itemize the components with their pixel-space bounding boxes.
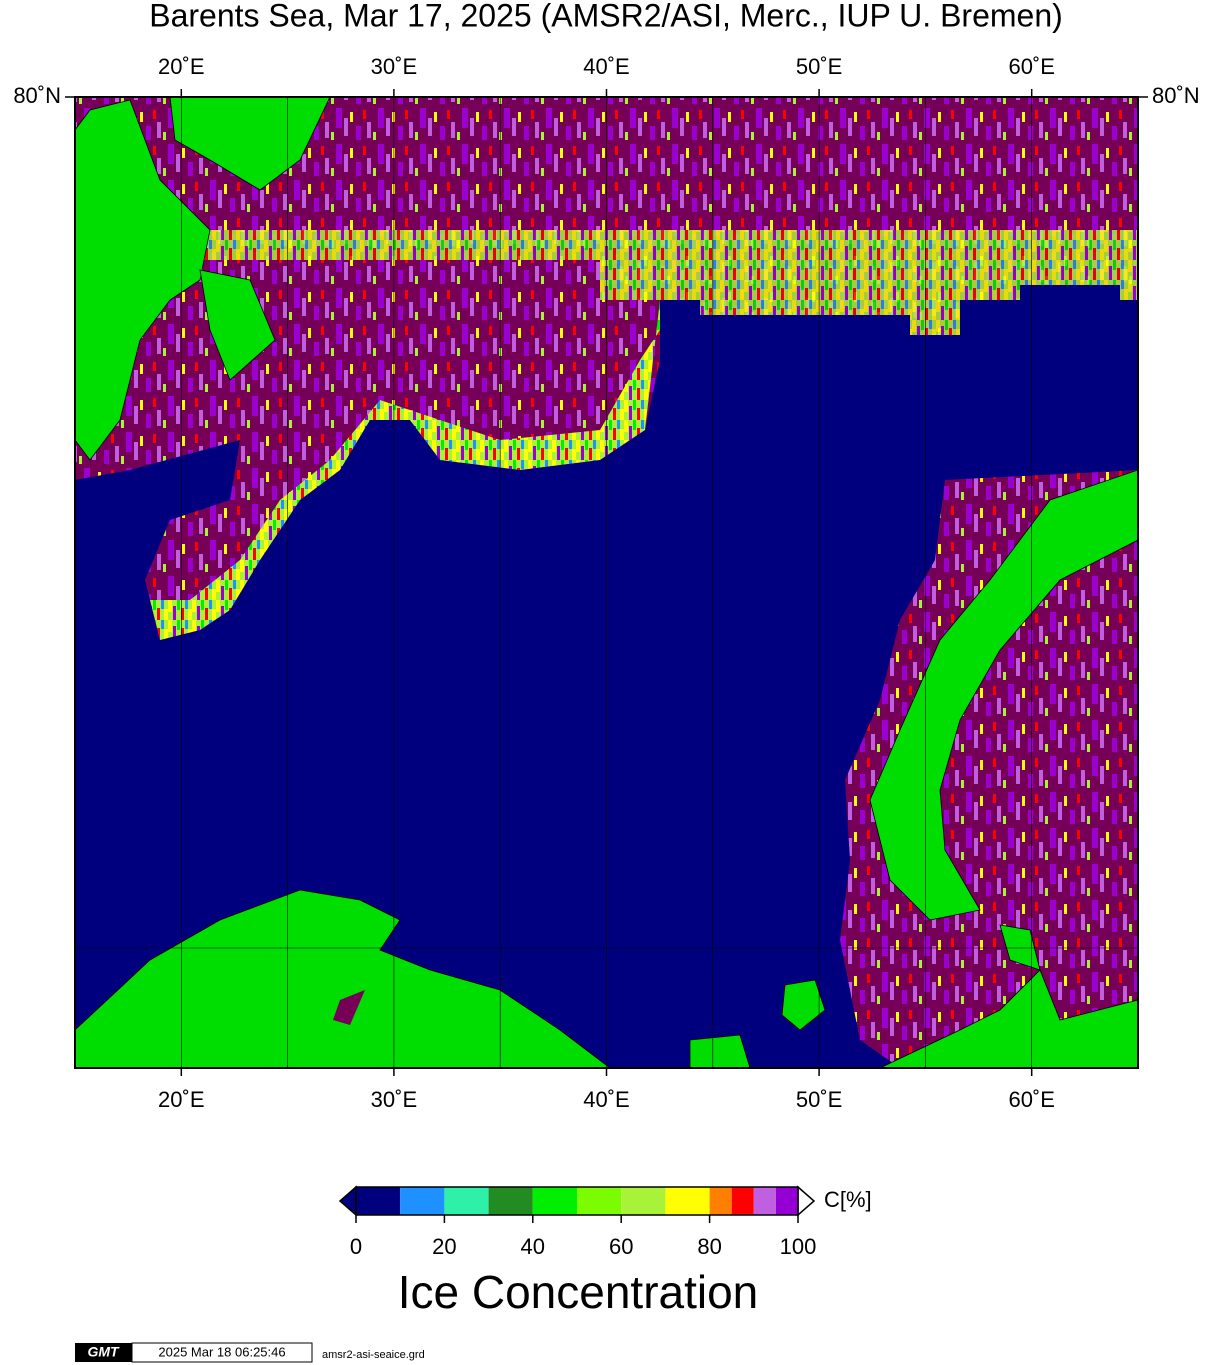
colorbar-tick-label: 0 <box>350 1234 362 1259</box>
sea-ice <box>840 470 1138 1068</box>
x-tick-label: 20˚E <box>158 1087 204 1112</box>
x-tick-label: 40˚E <box>583 54 629 79</box>
logo-box <box>75 1343 132 1362</box>
colorbar-over <box>797 1185 816 1217</box>
y-tick-label: 80˚N <box>1152 83 1200 108</box>
land <box>879 969 1138 1068</box>
x-tick-label: 60˚E <box>1008 54 1054 79</box>
colorbar-tick-label: 60 <box>609 1234 633 1259</box>
colorbar-tick-label: 80 <box>697 1234 721 1259</box>
x-tick-label: 60˚E <box>1008 1087 1054 1112</box>
land <box>75 889 611 1068</box>
timestamp-box <box>131 1342 313 1363</box>
land <box>199 269 276 381</box>
colorbar-tick-label: 100 <box>780 1234 817 1259</box>
colorbar-bin <box>731 1187 754 1215</box>
map <box>75 97 1138 1068</box>
land <box>999 924 1041 971</box>
colorbar-bin <box>577 1187 622 1215</box>
colorbar-title: Ice Concentration <box>398 1266 759 1318</box>
colorbar-tick-label: 40 <box>521 1234 545 1259</box>
x-tick-label: 30˚E <box>371 1087 417 1112</box>
land <box>689 1034 751 1068</box>
x-tick-label: 50˚E <box>796 54 842 79</box>
land <box>781 979 826 1031</box>
ice-edge <box>150 300 660 640</box>
colorbar-bin <box>400 1187 445 1215</box>
x-tick-label: 50˚E <box>796 1087 842 1112</box>
colorbar-bin <box>709 1187 732 1215</box>
colorbar-frame <box>355 1186 799 1216</box>
title: Barents Sea, Mar 17, 2025 (AMSR2/ASI, Me… <box>149 0 1063 33</box>
colorbar-bin <box>621 1187 666 1215</box>
timestamp: 2025 Mar 18 06:25:46 <box>158 1344 285 1359</box>
colorbar-bin <box>356 1187 401 1215</box>
colorbar-unit: C[%] <box>824 1187 872 1212</box>
x-tick-label: 20˚E <box>158 54 204 79</box>
x-tick-label: 30˚E <box>371 54 417 79</box>
colorbar-under <box>338 1185 357 1217</box>
colorbar-tick-label: 20 <box>432 1234 456 1259</box>
colorbar-bin <box>665 1187 710 1215</box>
land <box>75 99 211 461</box>
land <box>869 469 1138 921</box>
file-name: amsr2-asi-seaice.grd <box>322 1349 425 1361</box>
logo: GMT <box>87 1344 120 1360</box>
colorbar-bin <box>532 1187 577 1215</box>
land <box>169 97 331 191</box>
colorbar-bin <box>775 1187 798 1215</box>
y-tick-label: 80˚N <box>13 83 61 108</box>
colorbar-bin <box>753 1187 776 1215</box>
colorbar-bin <box>444 1187 489 1215</box>
x-tick-label: 40˚E <box>583 1087 629 1112</box>
colorbar-bin <box>488 1187 533 1215</box>
lake-ice <box>333 990 365 1025</box>
